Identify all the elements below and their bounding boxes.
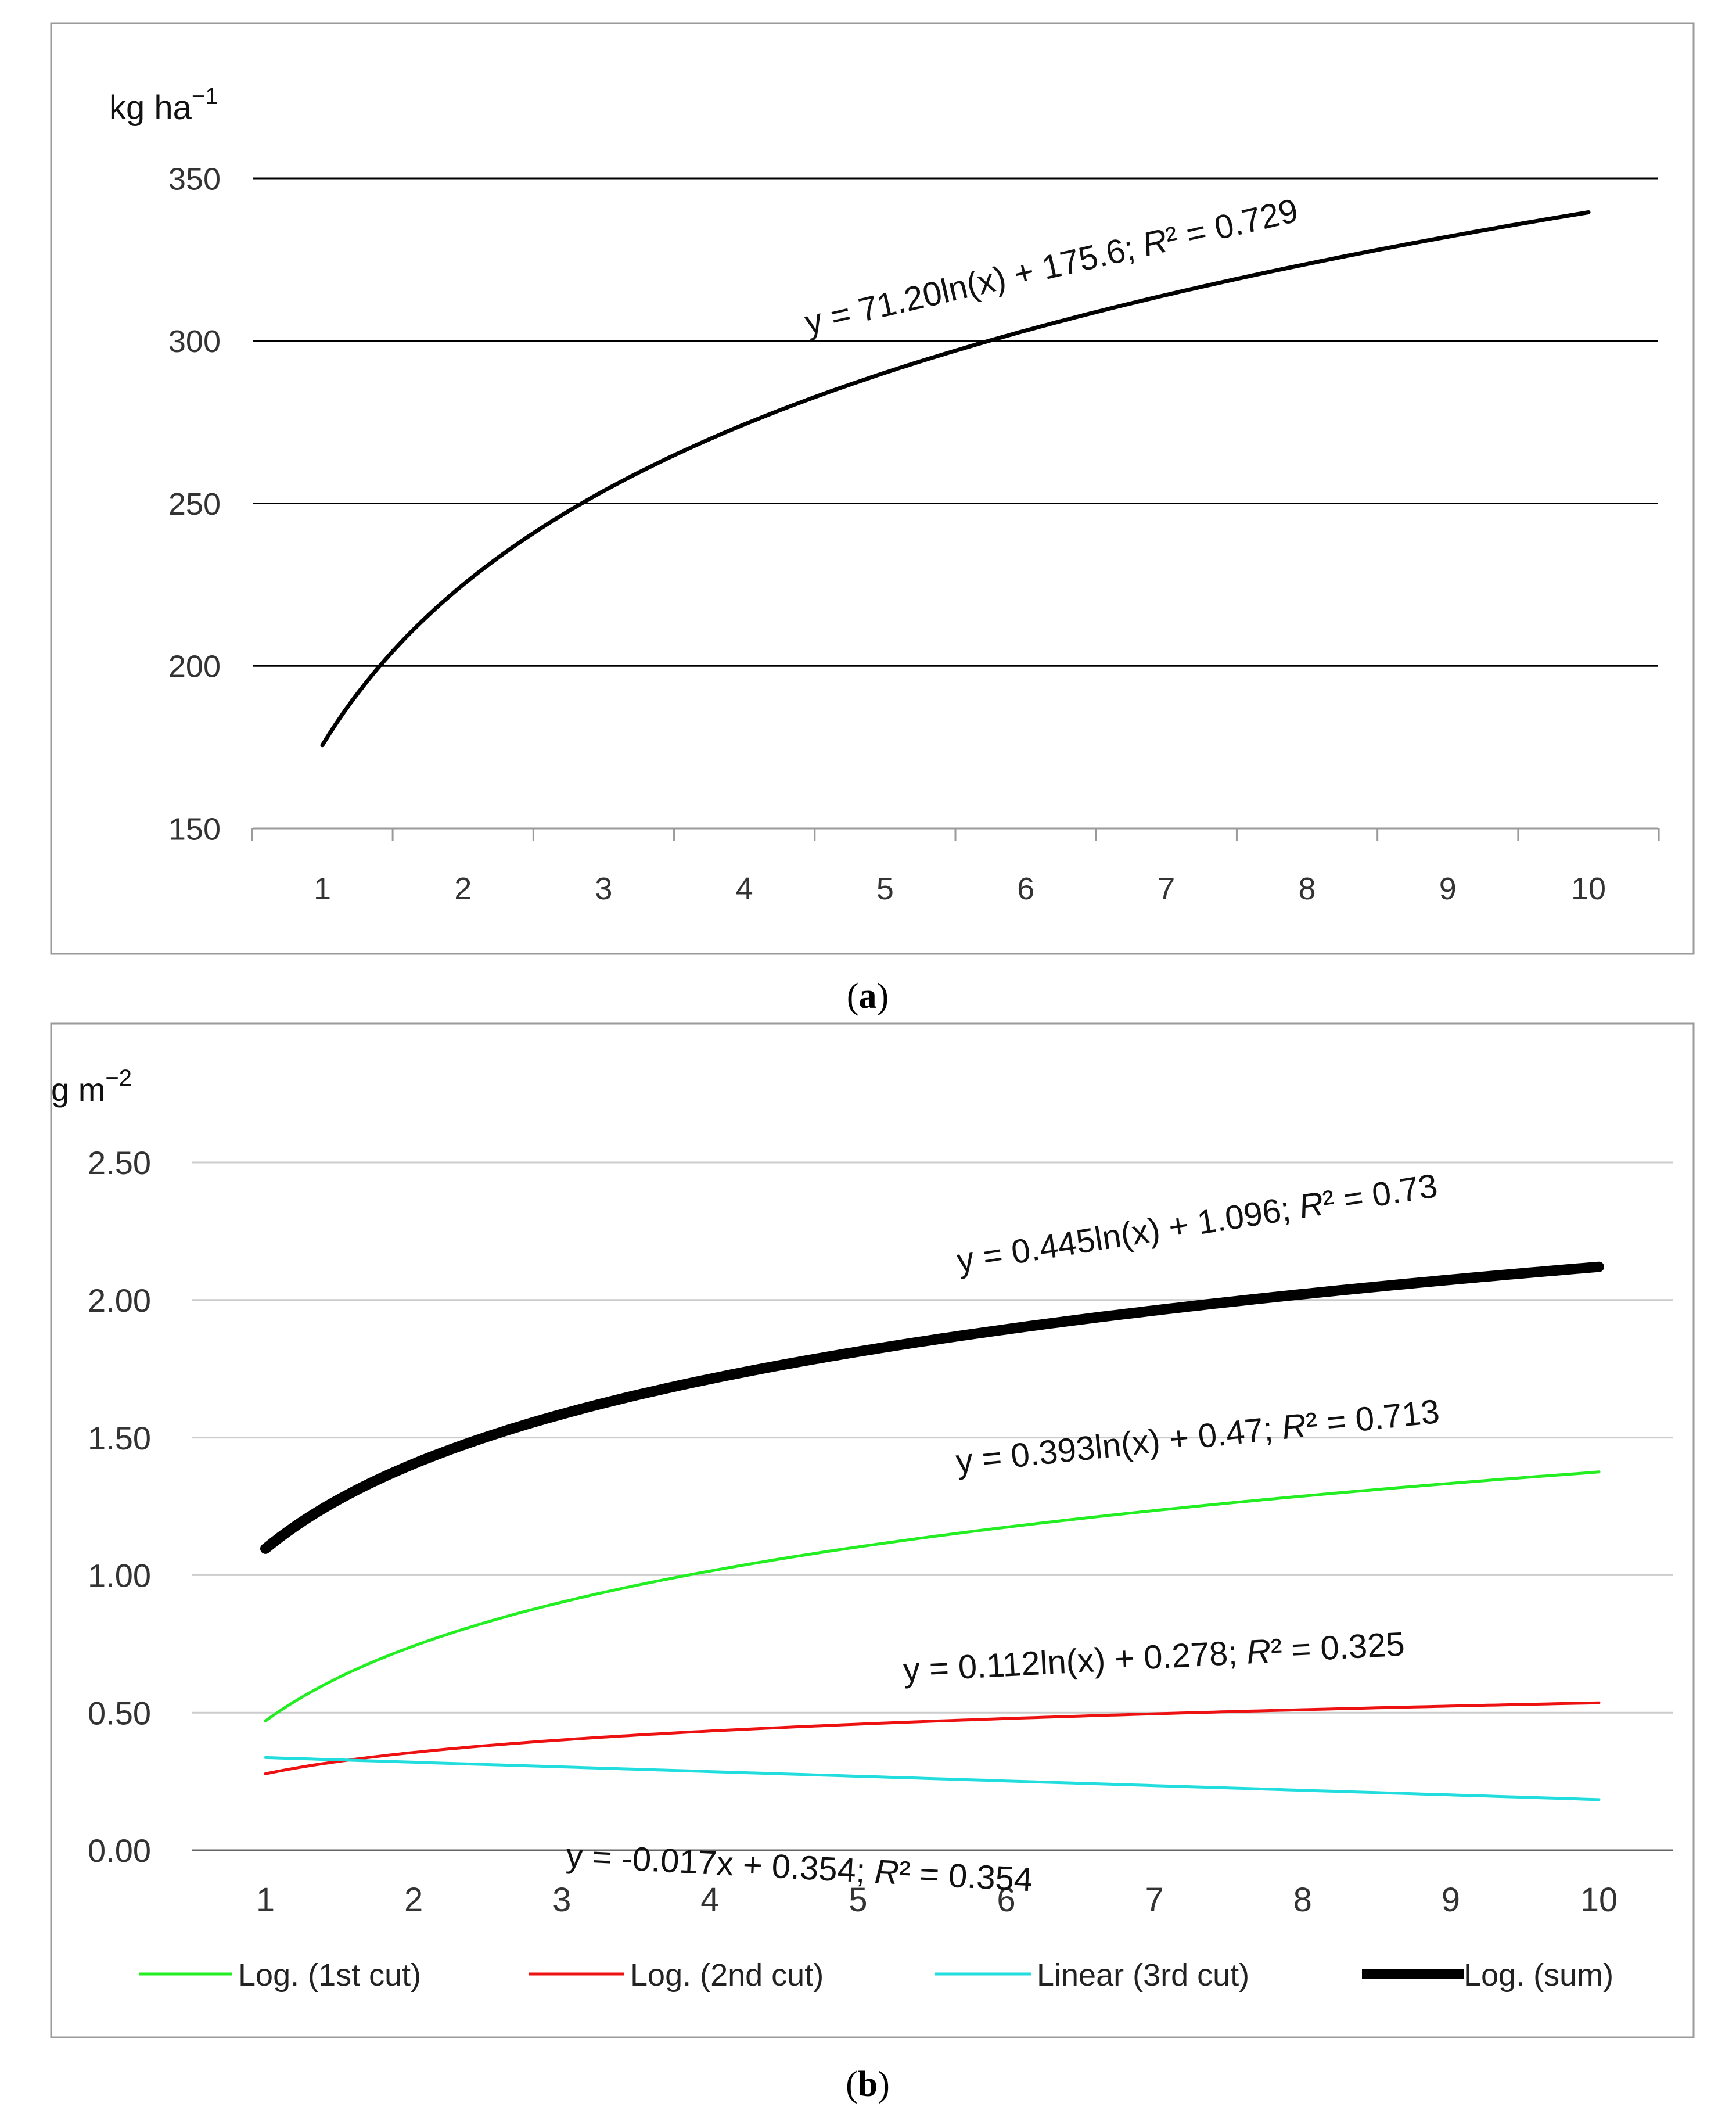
y-tick-label: 150 bbox=[168, 812, 221, 846]
y-tick-label: 300 bbox=[168, 324, 221, 359]
y-tick-label: 250 bbox=[168, 487, 221, 522]
panel-b-gridlines bbox=[192, 1161, 1673, 1714]
panel-a-caption: (a) bbox=[847, 977, 889, 1016]
series-line-log-1st-cut bbox=[264, 1470, 1601, 1722]
x-tick-label: 7 bbox=[1158, 871, 1175, 906]
x-tick-label: 5 bbox=[849, 1881, 867, 1919]
series-line-log-sum bbox=[260, 1261, 1604, 1554]
x-tick-label: 5 bbox=[876, 871, 894, 906]
x-tick-label: 3 bbox=[552, 1881, 571, 1919]
x-tick-label: 10 bbox=[1571, 871, 1606, 906]
y-tick-label: 0.00 bbox=[88, 1832, 151, 1869]
panel-a-x-axis: 1 2 3 4 5 6 7 8 9 10 bbox=[251, 827, 1660, 906]
x-tick-label: 9 bbox=[1439, 871, 1457, 906]
x-tick-label: 4 bbox=[736, 871, 753, 906]
panel-b-x-axis: 1 2 3 4 5 6 7 8 9 10 bbox=[192, 1849, 1673, 1919]
legend-label-2nd-cut: Log. (2nd cut) bbox=[630, 1958, 824, 1993]
panel-b-caption: (b) bbox=[846, 2065, 890, 2104]
x-tick-label: 1 bbox=[256, 1881, 275, 1919]
x-tick-label: 1 bbox=[314, 871, 331, 906]
x-tick-label: 9 bbox=[1442, 1881, 1460, 1919]
panel-b-legend: Log. (1st cut) Log. (2nd cut) Linear (3r… bbox=[139, 1958, 1613, 1993]
y-tick-label: 2.50 bbox=[88, 1144, 151, 1181]
series-line-linear-3rd-cut bbox=[264, 1756, 1601, 1801]
legend-label-sum: Log. (sum) bbox=[1464, 1958, 1613, 1993]
x-tick-label: 2 bbox=[454, 871, 472, 906]
y-tick-label: 1.50 bbox=[88, 1420, 151, 1456]
x-tick-label: 6 bbox=[997, 1881, 1015, 1919]
x-tick-label: 8 bbox=[1299, 871, 1316, 906]
x-tick-label: 3 bbox=[595, 871, 612, 906]
legend-label-3rd-cut: Linear (3rd cut) bbox=[1037, 1958, 1249, 1993]
panel-b-series bbox=[260, 1261, 1604, 1801]
y-tick-label: 350 bbox=[168, 161, 221, 196]
x-tick-label: 10 bbox=[1580, 1881, 1618, 1919]
series-line-log-trend bbox=[320, 210, 1591, 748]
panel-b-2nd-cut-equation: y = 0.112ln(x) + 0.278; R² = 0.325 bbox=[902, 1625, 1406, 1689]
y-tick-label: 1.00 bbox=[88, 1557, 151, 1594]
x-tick-label: 7 bbox=[1145, 1881, 1164, 1919]
y-tick-label: 2.00 bbox=[88, 1282, 151, 1319]
x-tick-label: 6 bbox=[1017, 871, 1034, 906]
panel-a-gridlines bbox=[253, 177, 1658, 667]
panel-a-series bbox=[320, 210, 1591, 748]
y-tick-label: 200 bbox=[168, 649, 221, 684]
panel-a-y-tick-labels: 150 200 250 300 350 bbox=[168, 161, 221, 846]
legend-label-1st-cut: Log. (1st cut) bbox=[238, 1958, 421, 1993]
x-tick-label: 4 bbox=[700, 1881, 719, 1919]
panel-a-ylabel: kg ha−1 bbox=[109, 84, 218, 127]
x-tick-label: 8 bbox=[1293, 1881, 1312, 1919]
panel-b-y-tick-labels: 0.00 0.50 1.00 1.50 2.00 2.50 bbox=[88, 1144, 151, 1869]
x-tick-label: 2 bbox=[404, 1881, 423, 1919]
panel-a-frame bbox=[50, 22, 1695, 955]
panel-b-ylabel: g m−2 bbox=[51, 1065, 132, 1108]
series-line-log-2nd-cut bbox=[264, 1701, 1601, 1775]
panel-b-frame bbox=[50, 1022, 1695, 2038]
y-tick-label: 0.50 bbox=[88, 1695, 151, 1731]
